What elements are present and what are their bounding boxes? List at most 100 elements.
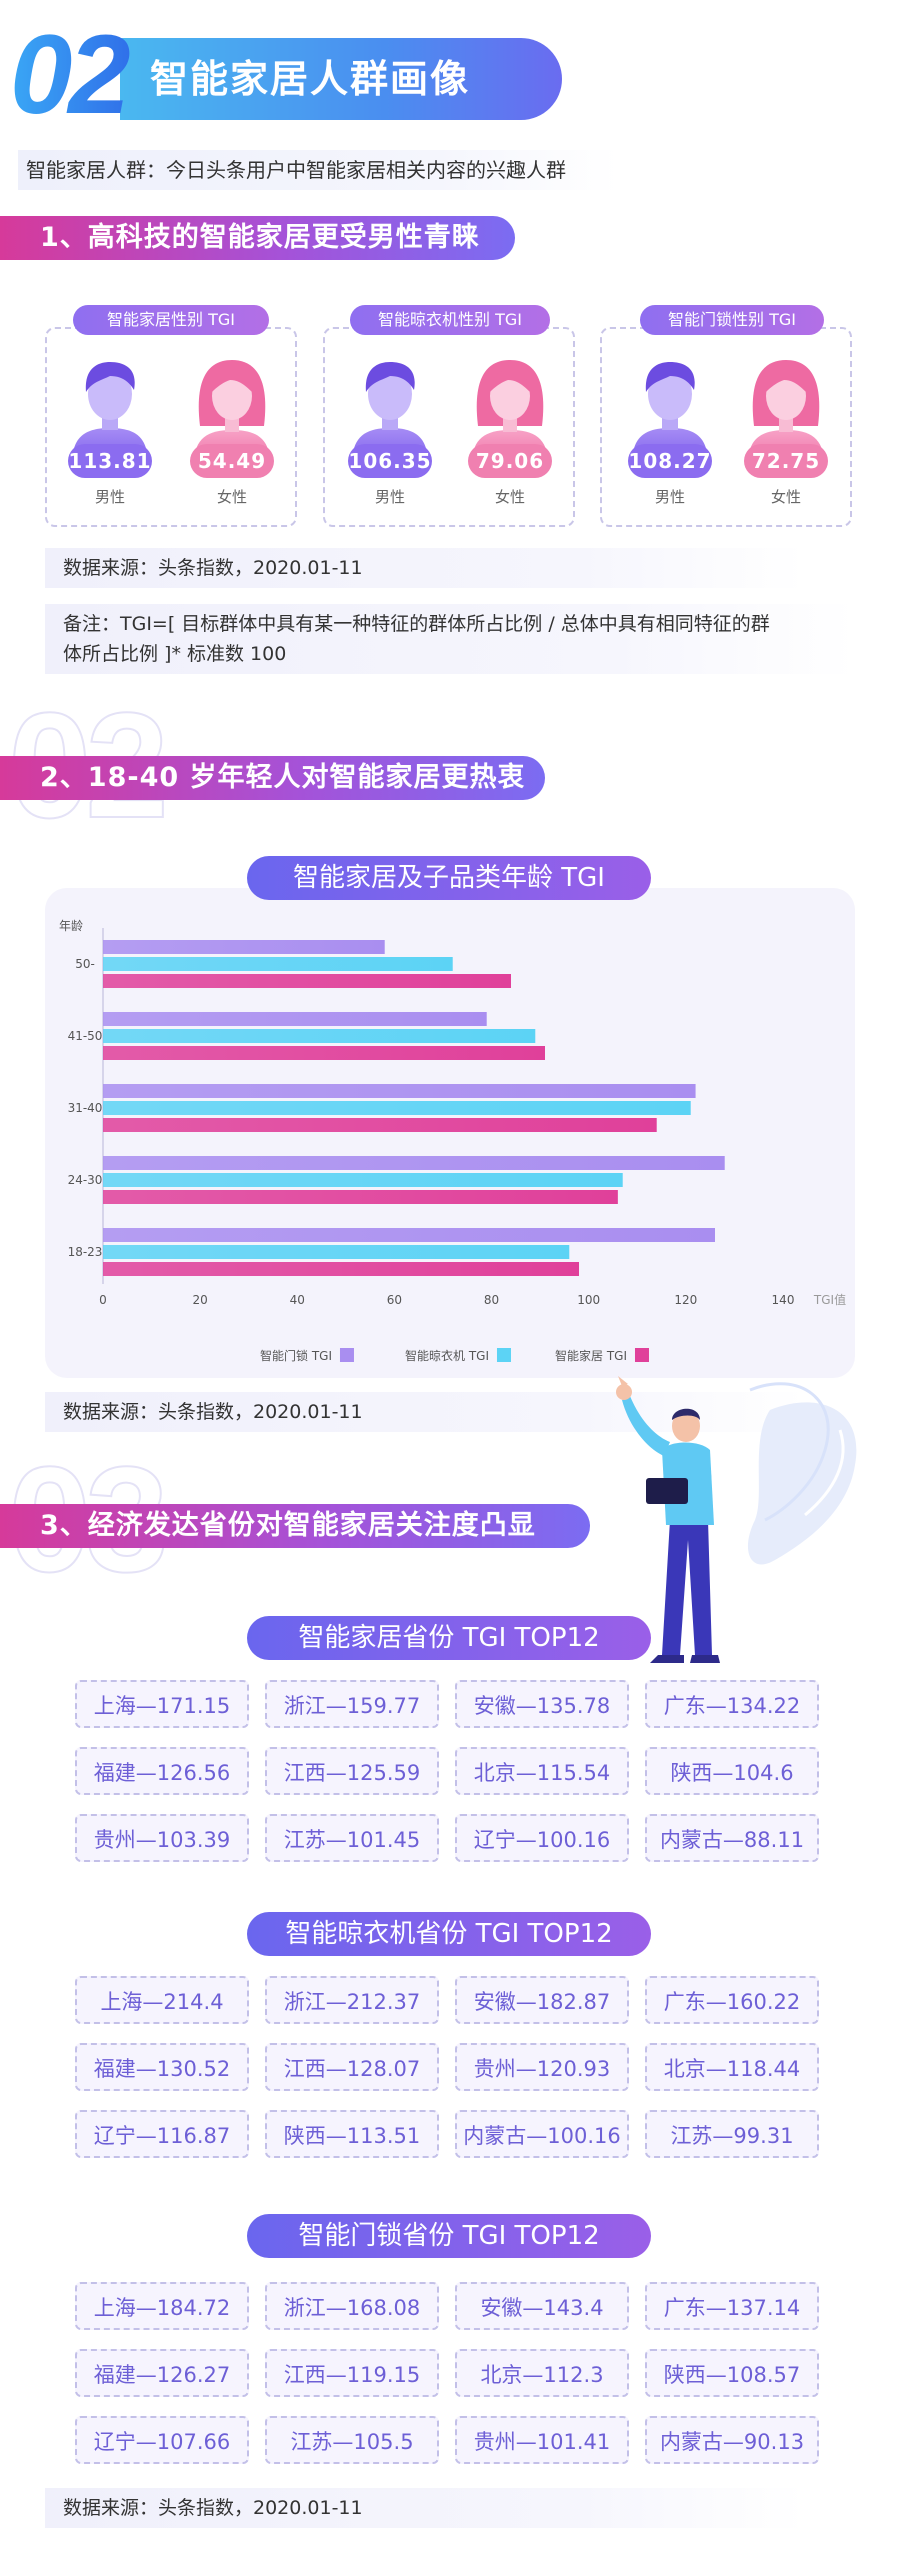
- province-cell: 江西—119.15: [265, 2349, 439, 2397]
- province-cell: 浙江—168.08: [265, 2282, 439, 2330]
- province-cell: 辽宁—116.87: [75, 2110, 249, 2158]
- female-tgi-badge: 79.06: [468, 444, 552, 478]
- province-group-title: 智能家居省份 TGI TOP12: [247, 1616, 651, 1660]
- male-tgi-badge: 106.35: [348, 444, 432, 478]
- x-tick-label: 100: [577, 1293, 600, 1307]
- x-tick-label: 60: [387, 1293, 402, 1307]
- province-cell: 安徽—135.78: [455, 1680, 629, 1728]
- province-cell: 福建—130.52: [75, 2043, 249, 2091]
- province-cell: 北京—112.3: [455, 2349, 629, 2397]
- section1-bar: [0, 216, 515, 260]
- bar-0-24-30: [103, 1156, 725, 1170]
- male-label: 男性: [94, 488, 125, 506]
- bar-0-31-40: [103, 1084, 696, 1098]
- x-tick-label: 0: [99, 1293, 107, 1307]
- legend-swatch: [339, 1348, 354, 1362]
- province-cell: 广东—134.22: [645, 1680, 819, 1728]
- province-cell: 上海—184.72: [75, 2282, 249, 2330]
- province-cell: 贵州—120.93: [455, 2043, 629, 2091]
- bar-0-50-: [103, 940, 385, 954]
- header-subtitle: 智能家居人群：今日头条用户中智能家居相关内容的兴趣人群: [18, 150, 618, 190]
- province-cell: 广东—137.14: [645, 2282, 819, 2330]
- province-cell: 安徽—182.87: [455, 1976, 629, 2024]
- bar-2-18-23: [103, 1262, 579, 1276]
- province-cell: 北京—115.54: [455, 1747, 629, 1795]
- province-cell: 江西—128.07: [265, 2043, 439, 2091]
- header-banner: [120, 38, 562, 120]
- section2-bar: [0, 756, 545, 800]
- header-number: 02: [10, 19, 140, 131]
- province-cell: 陕西—104.6: [645, 1747, 819, 1795]
- province-cell: 广东—160.22: [645, 1976, 819, 2024]
- province-cell: 陕西—113.51: [265, 2110, 439, 2158]
- legend-swatch: [634, 1348, 649, 1362]
- legend-label: 智能门锁 TGI: [260, 1348, 332, 1363]
- bar-2-31-40: [103, 1118, 657, 1132]
- gender-card-title: 智能门锁性别 TGI: [640, 305, 824, 335]
- province-cell: 内蒙古—100.16: [455, 2110, 629, 2158]
- bar-2-50-: [103, 974, 511, 988]
- x-tick-label: 20: [193, 1293, 208, 1307]
- page-title: 智能家居人群画像: [150, 57, 471, 101]
- province-cell: 江苏—105.5: [265, 2416, 439, 2464]
- legend-label: 智能家居 TGI: [555, 1348, 627, 1363]
- category-label: 50-: [75, 957, 95, 971]
- province-cell: 福建—126.27: [75, 2349, 249, 2397]
- section3-title: 3、经济发达省份对智能家居关注度凸显: [40, 1510, 536, 1541]
- province-cell: 辽宁—107.66: [75, 2416, 249, 2464]
- female-label: 女性: [770, 488, 801, 506]
- province-cell: 浙江—212.37: [265, 1976, 439, 2024]
- section1-source: 数据来源：头条指数，2020.01-11: [45, 548, 805, 588]
- bar-1-50-: [103, 957, 453, 971]
- female-tgi-badge: 72.75: [744, 444, 828, 478]
- male-label: 男性: [654, 488, 685, 506]
- category-label: 41-50: [68, 1029, 103, 1043]
- category-label: 24-30: [68, 1173, 103, 1187]
- section2-source: 数据来源：头条指数，2020.01-11: [45, 1392, 805, 1432]
- male-tgi-badge: 113.81: [68, 444, 152, 478]
- province-cell: 浙江—159.77: [265, 1680, 439, 1728]
- female-label: 女性: [494, 488, 525, 506]
- male-label: 男性: [374, 488, 405, 506]
- province-cell: 贵州—103.39: [75, 1814, 249, 1862]
- province-cell: 江西—125.59: [265, 1747, 439, 1795]
- bar-1-18-23: [103, 1245, 570, 1259]
- province-cell: 江苏—101.45: [265, 1814, 439, 1862]
- province-cell: 上海—171.15: [75, 1680, 249, 1728]
- gender-card-title: 智能家居性别 TGI: [73, 305, 269, 335]
- chart-title: 智能家居及子品类年龄 TGI: [247, 856, 651, 900]
- bar-1-31-40: [103, 1101, 691, 1115]
- age-tgi-chart: 年龄 50- 41-50 31-40 24-30 18-23 0 20 40 60 80 100 120…: [59, 919, 846, 1363]
- x-tick-label: 120: [674, 1293, 697, 1307]
- province-cell: 福建—126.56: [75, 1747, 249, 1795]
- province-cell: 北京—118.44: [645, 2043, 819, 2091]
- section2-title: 2、18-40 岁年轻人对智能家居更热衷: [40, 762, 526, 793]
- bar-1-41-50: [103, 1029, 536, 1043]
- province-cell: 辽宁—100.16: [455, 1814, 629, 1862]
- province-cell: 贵州—101.41: [455, 2416, 629, 2464]
- province-cell: 安徽—143.4: [455, 2282, 629, 2330]
- x-tick-label: 140: [772, 1293, 795, 1307]
- female-tgi-badge: 54.49: [190, 444, 274, 478]
- province-cell: 上海—214.4: [75, 1976, 249, 2024]
- bar-0-41-50: [103, 1012, 487, 1026]
- province-group-title: 智能晾衣机省份 TGI TOP12: [247, 1912, 651, 1956]
- x-tick-label: 80: [484, 1293, 499, 1307]
- y-axis-label: 年龄: [59, 919, 83, 933]
- section1-title: 1、高科技的智能家居更受男性青睐: [40, 222, 480, 253]
- section3-bar: [0, 1504, 590, 1548]
- male-tgi-badge: 108.27: [628, 444, 712, 478]
- note-line-1: 备注：TGI=[ 目标群体中具有某一种特征的群体所占比例 / 总体中具有相同特征…: [63, 613, 770, 635]
- section1-note: 备注：TGI=[ 目标群体中具有某一种特征的群体所占比例 / 总体中具有相同特征…: [45, 604, 855, 674]
- gender-card-title: 智能晾衣机性别 TGI: [350, 305, 550, 335]
- female-label: 女性: [216, 488, 247, 506]
- note-line-2: 体所占比例 ]* 标准数 100: [63, 643, 287, 665]
- legend-label: 智能晾衣机 TGI: [405, 1348, 489, 1363]
- bar-0-18-23: [103, 1228, 715, 1242]
- bar-2-41-50: [103, 1046, 545, 1060]
- bar-1-24-30: [103, 1173, 623, 1187]
- province-cell: 内蒙古—90.13: [645, 2416, 819, 2464]
- province-cell: 陕西—108.57: [645, 2349, 819, 2397]
- province-cell: 江苏—99.31: [645, 2110, 819, 2158]
- legend-swatch: [496, 1348, 511, 1362]
